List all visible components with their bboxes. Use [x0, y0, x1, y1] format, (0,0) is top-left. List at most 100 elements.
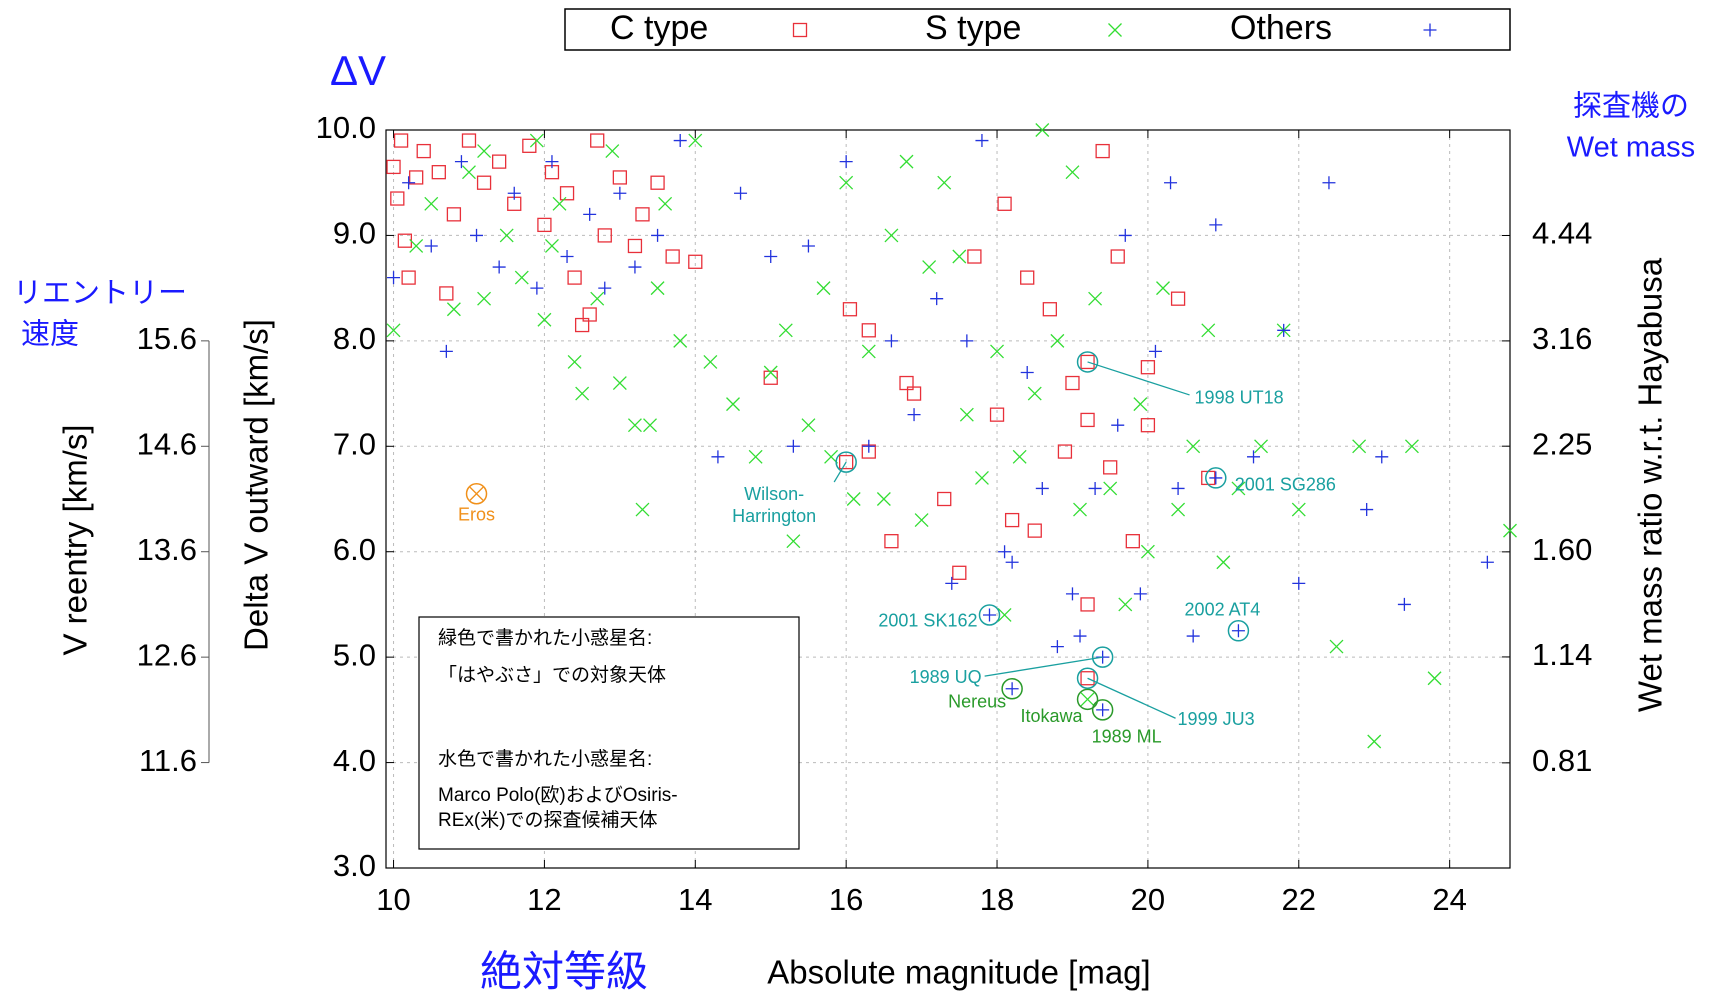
point — [1027, 523, 1042, 538]
point — [627, 418, 642, 433]
annotation-label: Nereus — [948, 692, 1006, 712]
point — [1427, 671, 1442, 686]
y-tick-label: 5.0 — [333, 637, 376, 672]
point — [1231, 624, 1245, 638]
y-tick-label: 6.0 — [333, 532, 376, 567]
x-tick-label: 22 — [1282, 882, 1316, 917]
y2-tick-label: 1.14 — [1532, 637, 1592, 672]
point — [1073, 502, 1087, 517]
annotation-circle — [978, 604, 1001, 626]
point — [945, 576, 959, 590]
point — [990, 344, 1004, 359]
reentry-jp-label: 速度 — [21, 318, 79, 351]
plot-area: Eros Wilson-Harrington 1998 UT18 2001 SG286… — [201, 22, 1517, 869]
point — [470, 228, 484, 242]
point — [884, 228, 899, 243]
point — [386, 159, 401, 175]
point — [605, 144, 620, 159]
reentry-tick-label: 11.6 — [139, 743, 197, 778]
point — [1133, 397, 1148, 412]
legend-marker — [1108, 23, 1122, 37]
point — [899, 154, 914, 169]
x-tick-label: 12 — [527, 882, 561, 917]
leader-line — [984, 656, 1103, 677]
point — [431, 165, 446, 180]
point — [416, 143, 431, 159]
wet-mass-label: 探査機の — [1573, 90, 1689, 123]
point — [1216, 555, 1231, 570]
x-tick-label: 18 — [980, 882, 1014, 917]
point — [967, 249, 982, 264]
point — [734, 186, 748, 200]
point — [1027, 386, 1042, 401]
point — [1186, 629, 1200, 643]
point — [1254, 439, 1269, 454]
point — [409, 239, 424, 253]
point — [537, 312, 552, 327]
point — [1277, 323, 1291, 337]
y-tick-label: 4.0 — [333, 743, 376, 778]
annotation-circle — [1205, 467, 1227, 489]
point — [764, 250, 778, 264]
point — [567, 354, 582, 369]
point — [997, 608, 1012, 622]
point — [424, 239, 438, 253]
point — [1088, 481, 1102, 495]
point — [462, 165, 476, 180]
point — [748, 449, 763, 464]
point — [397, 233, 413, 248]
point — [522, 138, 537, 153]
point — [1035, 481, 1049, 495]
reentry-axis-title: V reentry [km/s] — [57, 424, 94, 655]
legend-label: S type — [925, 9, 1021, 47]
reentry-tick-label: 15.6 — [137, 321, 197, 356]
point — [507, 186, 521, 200]
point — [582, 307, 597, 322]
point — [906, 386, 922, 401]
annotation-circle — [1076, 667, 1099, 689]
point — [492, 260, 506, 274]
point — [1065, 375, 1080, 391]
point — [613, 186, 627, 200]
point — [1360, 503, 1374, 517]
point — [1209, 471, 1223, 485]
point — [1020, 270, 1035, 285]
point — [1080, 671, 1095, 686]
point — [386, 323, 401, 338]
annotation-label: 2001 SG286 — [1235, 475, 1336, 495]
reentry-jp-label: リエントリー — [13, 278, 187, 310]
point — [1170, 291, 1186, 306]
point — [545, 155, 559, 169]
point — [846, 492, 861, 506]
point — [703, 354, 718, 369]
point — [1050, 640, 1064, 654]
point — [1065, 165, 1080, 180]
annotation-label: 1989 UQ — [910, 667, 982, 687]
reentry-tick-label: 14.6 — [137, 426, 197, 461]
annotation-label: Wilson- — [744, 484, 804, 504]
point — [1080, 597, 1095, 612]
point — [1292, 576, 1306, 590]
point — [1004, 512, 1020, 528]
point — [1231, 481, 1246, 496]
point — [492, 154, 507, 169]
point — [862, 439, 876, 453]
point — [454, 155, 468, 169]
point — [839, 454, 854, 470]
note-text: REx(米)での探査候補天体 — [438, 809, 658, 831]
point — [861, 344, 876, 359]
point — [1329, 639, 1344, 654]
point — [1186, 439, 1201, 454]
point — [627, 238, 643, 254]
plot-border — [385, 129, 1511, 869]
point — [1148, 344, 1162, 358]
point — [545, 239, 559, 253]
point — [1375, 450, 1389, 464]
point — [552, 196, 567, 211]
point — [786, 439, 800, 453]
annotation-circle — [1091, 646, 1114, 668]
point — [1125, 534, 1140, 549]
point — [937, 491, 952, 507]
point — [952, 249, 967, 264]
